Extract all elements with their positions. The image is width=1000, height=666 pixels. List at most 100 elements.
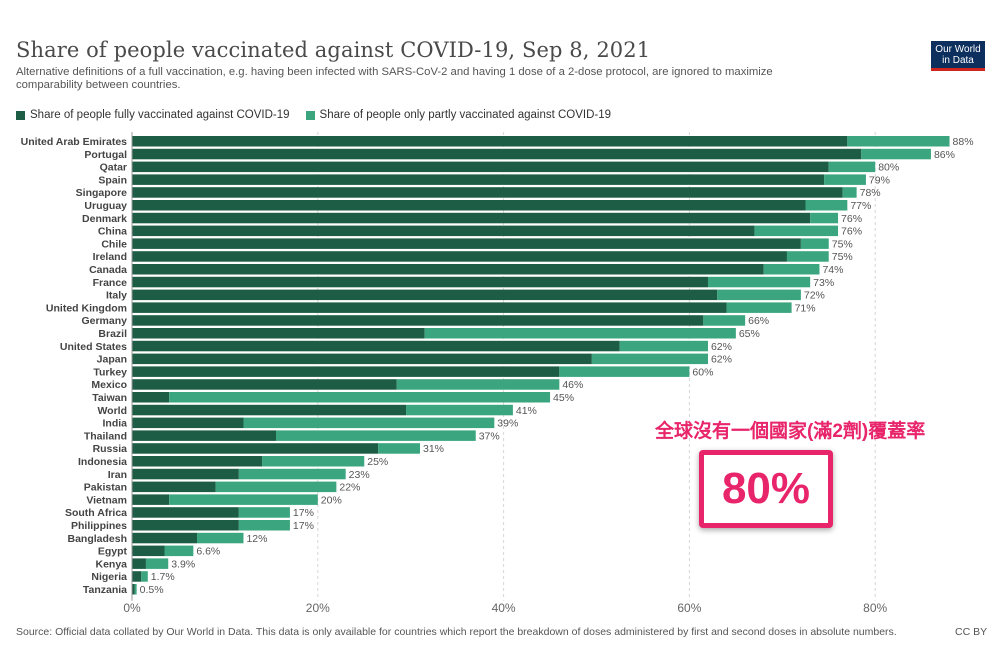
total-value-label: 76% xyxy=(841,213,862,225)
category-label: Germany xyxy=(81,315,127,327)
total-value-label: 71% xyxy=(795,302,816,314)
bar-partly xyxy=(243,417,495,429)
bar-fully xyxy=(132,417,244,429)
bar-fully xyxy=(132,187,843,198)
total-value-label: 66% xyxy=(748,315,769,327)
chart-subtitle: Alternative definitions of a full vaccin… xyxy=(16,66,773,91)
legend: Share of people fully vaccinated against… xyxy=(16,109,627,121)
category-label: Iran xyxy=(108,469,127,481)
bar-fully xyxy=(132,148,862,160)
bar-partly xyxy=(164,545,194,557)
category-label: Kenya xyxy=(95,558,127,570)
category-label: Bangladesh xyxy=(67,533,127,545)
bar-partly xyxy=(169,392,551,403)
owid-logo[interactable]: Our World in Data xyxy=(931,41,985,71)
bar-fully xyxy=(132,353,592,365)
total-value-label: 39% xyxy=(497,418,518,430)
bar-fully xyxy=(132,507,239,518)
bar-fully xyxy=(132,225,755,237)
bar-partly xyxy=(703,315,746,326)
bar-partly xyxy=(861,148,931,160)
bar-partly xyxy=(842,187,857,198)
category-label: Mexico xyxy=(91,379,127,391)
chart-title: Share of people vaccinated against COVID… xyxy=(16,38,651,62)
bar-chart: 0% 20% 40% 60% 80% United Arab Emirates 88% Por… xyxy=(21,132,974,615)
category-label: Russia xyxy=(93,443,128,455)
bar-fully xyxy=(132,328,425,339)
bar-partly xyxy=(591,353,708,365)
total-value-label: 0.5% xyxy=(140,584,164,596)
annotation-text: 全球沒有一個國家(滿2劑)覆蓋率 xyxy=(655,421,926,442)
bar-fully xyxy=(132,264,764,275)
total-value-label: 12% xyxy=(246,533,267,545)
bar-fully xyxy=(132,366,560,377)
total-value-label: 75% xyxy=(832,251,853,263)
category-label: Spain xyxy=(98,174,127,186)
total-value-label: 77% xyxy=(850,200,871,212)
category-label: South Africa xyxy=(65,507,127,519)
total-value-label: 41% xyxy=(516,405,537,417)
legend-label-fully: Share of people fully vaccinated against… xyxy=(30,109,290,121)
source-note: Source: Official data collated by Our Wo… xyxy=(16,626,897,638)
total-value-label: 3.9% xyxy=(171,558,195,570)
bar-fully xyxy=(132,174,825,185)
category-label: Portugal xyxy=(84,149,127,161)
bar-fully xyxy=(132,468,239,480)
category-label: Indonesia xyxy=(78,456,127,468)
bar-fully xyxy=(132,200,806,211)
total-value-label: 1.7% xyxy=(151,571,175,583)
bar-partly xyxy=(847,136,950,147)
category-label: Qatar xyxy=(100,162,127,174)
bar-fully xyxy=(132,212,811,224)
total-value-label: 79% xyxy=(869,174,890,186)
total-value-label: 37% xyxy=(479,430,500,442)
total-value-label: 46% xyxy=(562,379,583,391)
bar-partly xyxy=(717,289,801,301)
bar-partly xyxy=(810,212,839,224)
category-label: Philippines xyxy=(71,520,127,532)
legend-item-fully[interactable]: Share of people fully vaccinated against… xyxy=(16,109,290,121)
total-value-label: 62% xyxy=(711,341,732,353)
category-label: United States xyxy=(60,341,127,353)
bar-partly xyxy=(145,558,169,569)
total-value-label: 45% xyxy=(553,392,574,404)
bar-partly xyxy=(619,340,708,352)
annotation-value: 80% xyxy=(721,464,811,513)
bar-fully xyxy=(132,276,708,288)
legend-swatch-partly xyxy=(305,110,315,120)
category-label: Thailand xyxy=(84,430,127,442)
bar-fully xyxy=(132,545,165,557)
bar-fully xyxy=(132,532,198,544)
bar-partly xyxy=(169,494,318,505)
category-label: Taiwan xyxy=(92,392,127,404)
license-link[interactable]: CC BY xyxy=(955,626,988,638)
total-value-label: 73% xyxy=(813,277,834,289)
logo-line-1: Our World xyxy=(935,44,981,55)
bar-fully xyxy=(132,558,146,569)
legend-item-partly[interactable]: Share of people only partly vaccinated a… xyxy=(305,109,612,121)
category-label: Brazil xyxy=(98,328,127,340)
bar-fully xyxy=(132,136,848,147)
x-tick-label: 40% xyxy=(492,601,516,615)
total-value-label: 75% xyxy=(832,238,853,250)
bar-fully xyxy=(132,584,135,595)
total-value-label: 86% xyxy=(934,149,955,161)
bar-fully xyxy=(132,456,263,467)
category-label: United Arab Emirates xyxy=(21,136,128,148)
bar-partly xyxy=(141,571,148,582)
bar-fully xyxy=(132,161,829,173)
category-label: India xyxy=(102,418,127,430)
bar-fully xyxy=(132,481,216,493)
bar-partly xyxy=(275,430,476,441)
legend-label-partly: Share of people only partly vaccinated a… xyxy=(319,109,612,121)
category-label: Tanzania xyxy=(83,584,127,596)
total-value-label: 65% xyxy=(739,328,760,340)
bar-partly xyxy=(786,251,829,262)
bar-fully xyxy=(132,302,727,313)
bar-partly xyxy=(406,404,513,416)
bar-partly xyxy=(238,507,290,518)
total-value-label: 72% xyxy=(804,290,825,302)
category-label: Chile xyxy=(101,238,127,250)
x-tick-label: 80% xyxy=(863,601,887,615)
total-value-label: 74% xyxy=(822,264,843,276)
